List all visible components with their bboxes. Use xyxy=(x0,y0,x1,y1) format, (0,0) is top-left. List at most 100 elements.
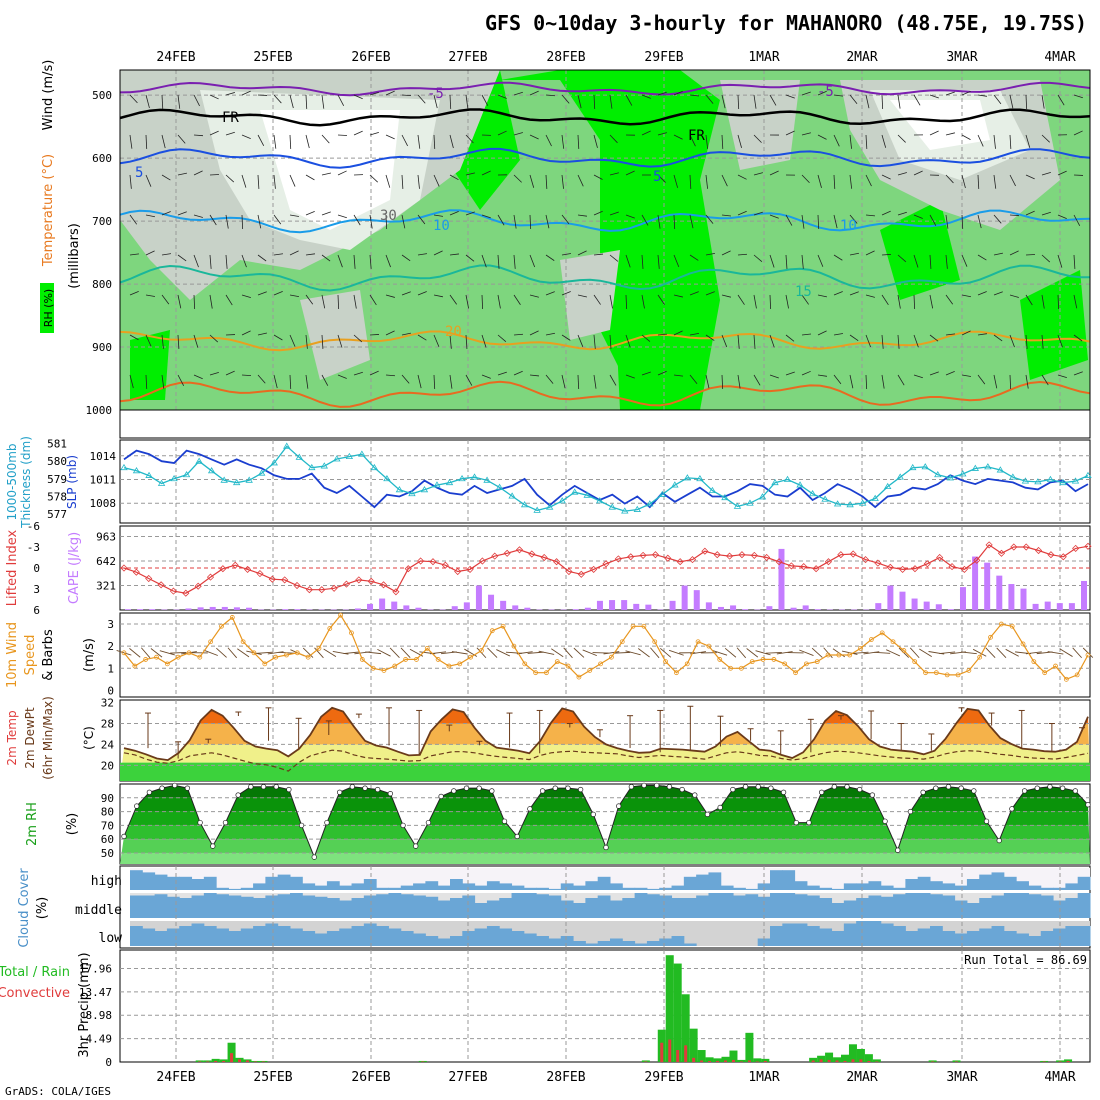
wind-barb xyxy=(496,649,511,657)
wind-barb xyxy=(801,370,811,376)
wind-barb xyxy=(145,134,148,149)
wind-barb xyxy=(513,294,521,305)
wind-barb xyxy=(497,371,507,376)
wind-barb xyxy=(177,294,182,309)
wind-barb xyxy=(465,94,469,109)
cape-bar xyxy=(500,600,507,610)
wind-barb xyxy=(746,648,759,658)
wind-barb xyxy=(945,333,956,336)
cloud-bar xyxy=(1065,898,1079,918)
li-point xyxy=(342,580,351,588)
slp-point xyxy=(145,471,153,478)
wind-barb xyxy=(365,651,382,655)
temp-band xyxy=(120,723,1090,745)
tick-label: 3 xyxy=(107,618,114,631)
wind-barb xyxy=(673,90,683,96)
wind-barb xyxy=(705,134,709,149)
cloud-bar xyxy=(548,888,562,890)
cloud-bar xyxy=(954,900,968,918)
cloud-bar xyxy=(253,898,266,918)
cape-bar xyxy=(621,600,628,610)
cloud-bar xyxy=(597,895,611,918)
wind-speed-point xyxy=(966,668,972,673)
rh-point xyxy=(159,785,165,791)
axis-label-temperature: Temperature (°C) xyxy=(41,154,56,267)
wind-barb xyxy=(960,651,977,655)
wind-speed-point xyxy=(240,639,246,645)
wind-barb xyxy=(417,214,426,225)
wind-barb xyxy=(369,214,373,229)
isotherm-line xyxy=(119,108,1091,127)
slp-point xyxy=(520,501,529,508)
wind-barb xyxy=(337,374,347,379)
cloud-bar xyxy=(277,894,291,918)
wind-barb xyxy=(321,134,330,144)
tick-label: 20 xyxy=(101,759,114,772)
wind-speed-point xyxy=(489,628,495,634)
slp-point xyxy=(758,493,767,500)
wind-barb xyxy=(865,134,868,149)
wind-speed-point xyxy=(479,648,484,653)
wind-barb xyxy=(689,374,698,385)
run-total-label: Run Total = 86.69 xyxy=(964,953,1087,967)
tick-label: 1011 xyxy=(90,474,117,487)
cloud-bar xyxy=(942,931,956,946)
isotherm-line xyxy=(119,330,1091,352)
wind-speed-point xyxy=(273,654,279,660)
wind-barb xyxy=(961,134,971,140)
wind-barb xyxy=(753,211,763,216)
wind-speed-point xyxy=(457,661,463,667)
li-point xyxy=(540,553,548,562)
cloud-bar xyxy=(216,894,229,918)
rh-point xyxy=(235,792,241,798)
cape-bar xyxy=(233,607,240,610)
precip-convective-bar xyxy=(700,1060,704,1062)
wind-barb xyxy=(1009,334,1015,348)
rh-point xyxy=(844,784,850,790)
wind-barb xyxy=(289,174,296,187)
cape-bar xyxy=(972,556,979,610)
wind-barb xyxy=(593,134,598,149)
rh-point xyxy=(172,782,178,789)
date-label-top: 25FEB xyxy=(253,50,292,65)
wind-barb xyxy=(129,214,138,225)
li-point xyxy=(590,565,598,573)
cloud-bar xyxy=(868,921,882,946)
wind-barb xyxy=(625,650,641,656)
cloud-bar xyxy=(979,874,993,890)
wind-barb xyxy=(433,94,438,109)
cloud-bar xyxy=(302,883,316,890)
wind-barb xyxy=(161,174,171,181)
wind-barb xyxy=(129,334,139,341)
li-point xyxy=(157,581,165,589)
cloud-bar xyxy=(1003,893,1017,918)
wind-barb xyxy=(1025,94,1028,109)
slp-point xyxy=(746,499,754,506)
wind-barb xyxy=(529,294,539,298)
slp-point xyxy=(683,474,692,481)
wind-barb xyxy=(737,134,742,148)
tick-label: 3 xyxy=(33,583,40,596)
cape-bar xyxy=(415,607,422,610)
cape-bar xyxy=(1032,603,1039,610)
li-point xyxy=(441,561,449,569)
cloud-bar xyxy=(203,876,217,890)
wind-speed-point xyxy=(424,645,430,651)
date-label-bottom: 26FEB xyxy=(351,1070,390,1085)
rh-point xyxy=(654,782,660,789)
precip-convective-bar xyxy=(819,1059,823,1062)
wind-barb xyxy=(657,333,668,336)
wind-barb xyxy=(673,294,683,298)
wind-barb xyxy=(465,294,470,309)
rh-point xyxy=(463,785,470,791)
rh-point xyxy=(1085,802,1091,808)
wind-speed-point xyxy=(706,643,712,649)
tick-label: 90 xyxy=(101,792,114,805)
wind-speed-point xyxy=(121,650,127,656)
slp-point xyxy=(959,470,967,477)
wind-barb xyxy=(497,254,500,269)
rh-point xyxy=(438,793,444,800)
wind-barb xyxy=(913,334,919,348)
li-point xyxy=(812,565,820,573)
page-title: GFS 0~10day 3-hourly for MAHANORO (48.75… xyxy=(485,11,1087,35)
